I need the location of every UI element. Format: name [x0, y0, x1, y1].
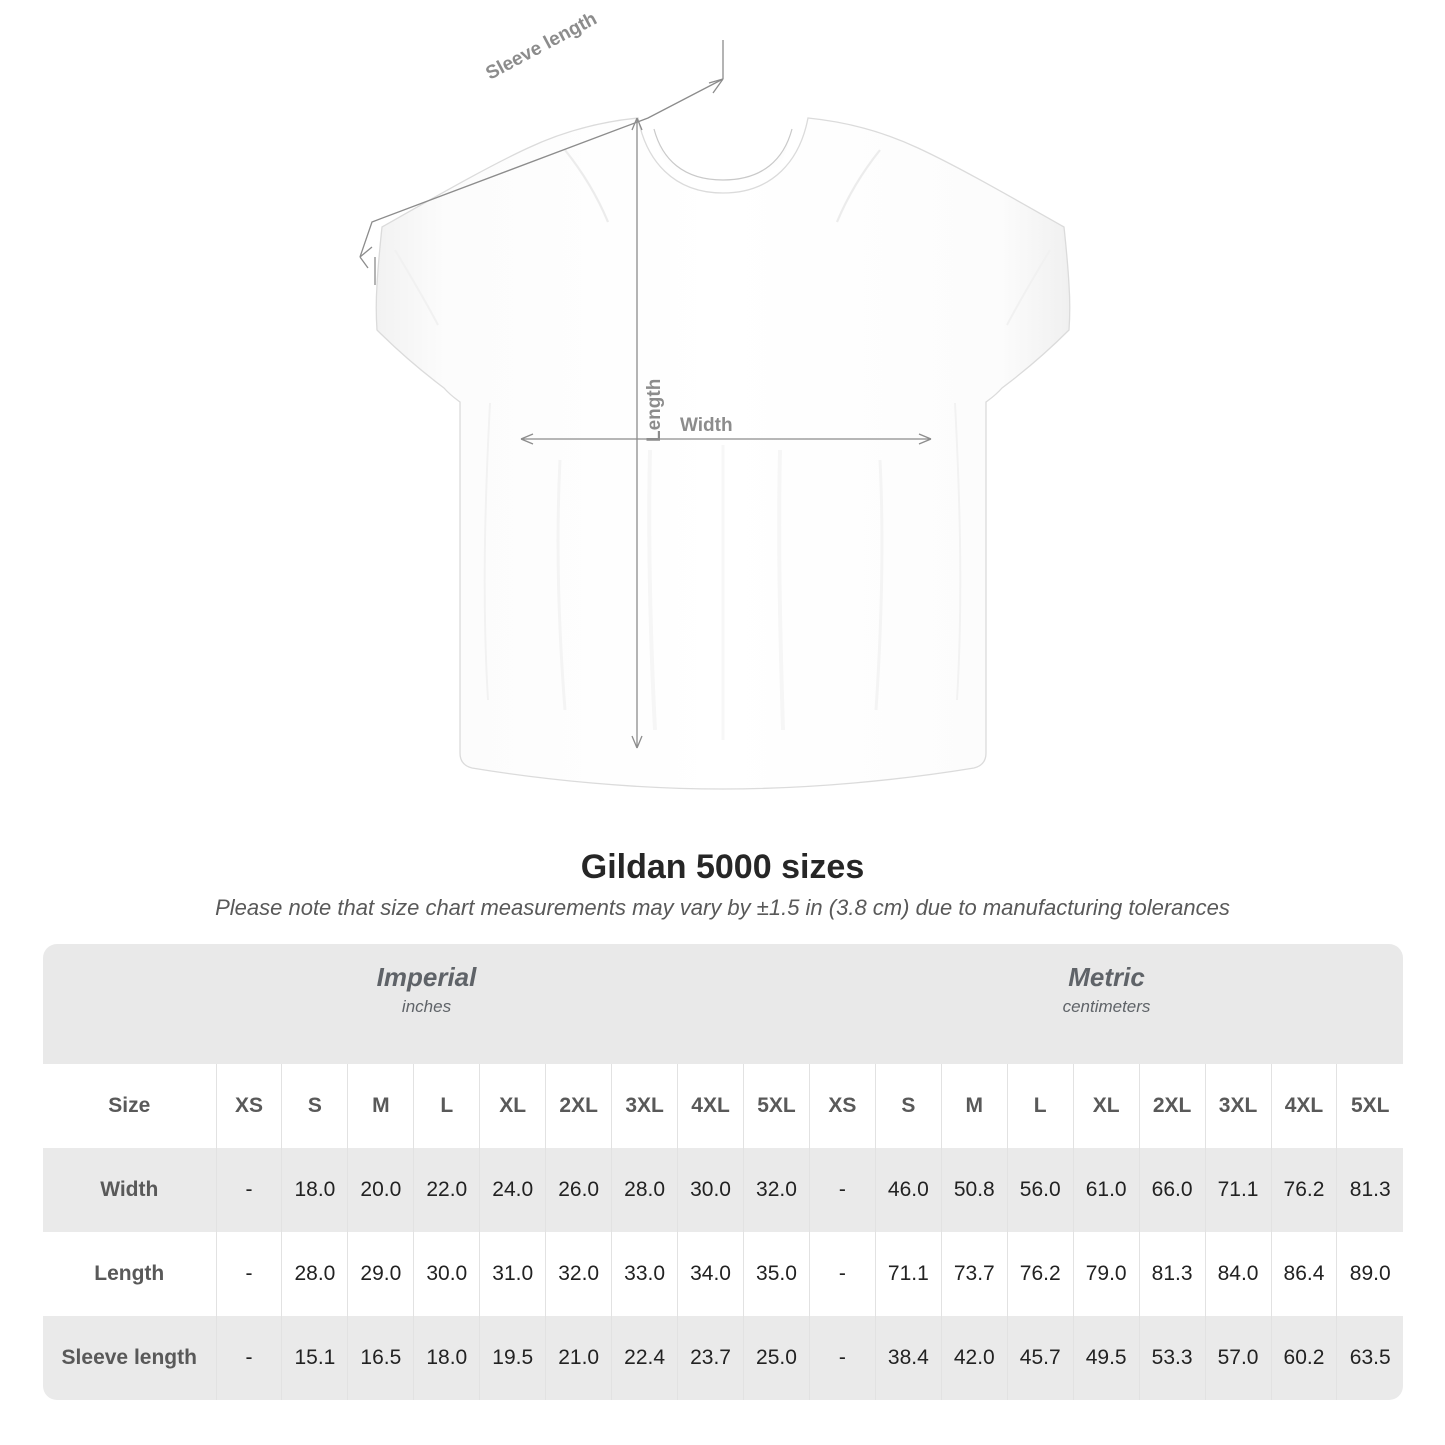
svg-text:Length: Length — [644, 379, 665, 442]
svg-text:Sleeve length: Sleeve length — [482, 8, 600, 84]
svg-text:Width: Width — [680, 415, 733, 436]
